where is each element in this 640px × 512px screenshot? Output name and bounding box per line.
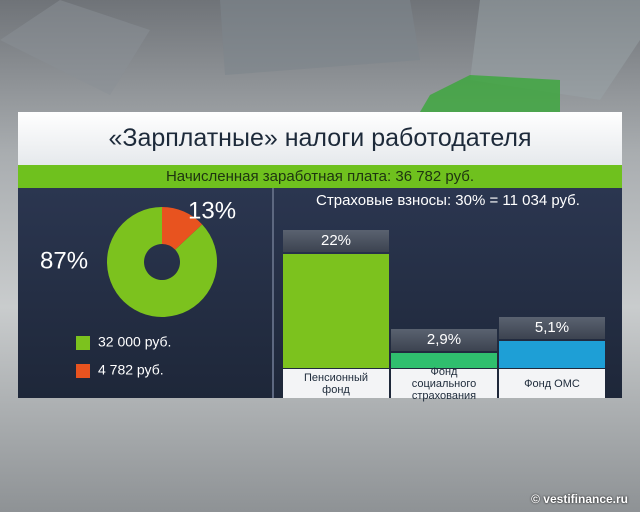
bar — [391, 352, 497, 368]
pie-slice — [162, 207, 203, 250]
divider — [272, 188, 274, 398]
legend-swatch — [76, 336, 90, 350]
pie-value-label: 13% — [188, 197, 236, 224]
legend-label: 32 000 руб. — [98, 334, 171, 350]
bar-value-label: 22% — [283, 229, 389, 252]
x-tick-label: Фонд социального страхования — [391, 366, 497, 402]
legend-label: 4 782 руб. — [98, 362, 164, 378]
subtitle: Начисленная заработная плата: 36 782 руб… — [18, 165, 622, 188]
watermark: © vestifinance.ru — [531, 492, 628, 506]
bar-value-label: 5,1% — [499, 317, 605, 340]
bar-title: Страховые взносы: 30% = 11 034 руб. — [316, 192, 580, 209]
bar-value-label: 2,9% — [391, 328, 497, 351]
pie-chart: 87% 13% 32 000 руб. 4 782 руб. — [40, 197, 236, 378]
bar — [499, 341, 605, 368]
bar — [283, 253, 389, 368]
background-decor — [0, 0, 640, 112]
pie-slice — [107, 207, 217, 317]
x-tick-label: Пенсионный фонд — [283, 369, 389, 398]
legend-swatch — [76, 364, 90, 378]
x-tick-label: Фонд ОМС — [499, 369, 605, 398]
title: «Зарплатные» налоги работодателя — [18, 112, 622, 165]
pie-value-label: 87% — [40, 247, 88, 274]
